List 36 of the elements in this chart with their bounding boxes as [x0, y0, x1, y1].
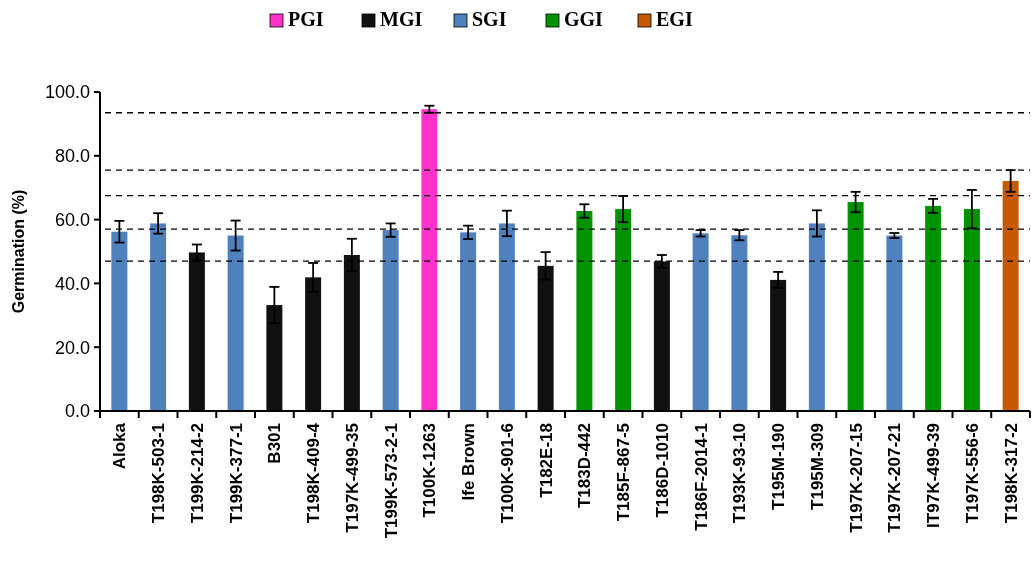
- x-tick-label: T199K-214-2: [187, 423, 207, 524]
- x-tick-label: Ife Brown: [459, 423, 479, 501]
- x-tick-label: B301: [265, 423, 285, 464]
- x-tick-label: T199K-377-1: [226, 423, 246, 524]
- x-tick-label: T197K-556-6: [962, 423, 982, 524]
- legend-label: PGI: [288, 8, 324, 30]
- x-tick-label: T195M-309: [807, 423, 827, 510]
- x-tick-label: T186F-2014-1: [691, 423, 711, 531]
- x-tick-label: T198K-317-2: [1001, 423, 1021, 524]
- x-tick-label: T183D-442: [575, 423, 595, 509]
- x-tick-label: T199K-573-2-1: [381, 423, 401, 539]
- y-tick-label: 60.0: [54, 209, 90, 230]
- x-tick-label: IT97K-499-39: [924, 423, 944, 528]
- x-tick-label: T198K-409-4: [304, 422, 324, 524]
- legend-label: GGI: [564, 8, 604, 30]
- x-tick-label: T198K-503-1: [149, 423, 169, 524]
- legend-label: SGI: [472, 8, 507, 30]
- x-tick-label: T182E-18: [536, 423, 556, 498]
- x-tick-label: T185F-867-5: [614, 423, 634, 522]
- legend-label: EGI: [656, 8, 693, 30]
- x-tick-label: T100K-1263: [420, 423, 440, 518]
- y-tick-label: 100.0: [44, 82, 90, 103]
- y-tick-label: 20.0: [54, 337, 90, 358]
- y-tick-label: 80.0: [54, 146, 90, 167]
- x-tick-label: Aloka: [110, 422, 130, 470]
- x-tick-label: T100K-901-6: [497, 423, 517, 524]
- x-tick-label: T197K-207-15: [846, 423, 866, 533]
- x-tick-label: T197K-499-35: [342, 423, 362, 533]
- y-axis-title: Germination (%): [10, 189, 27, 314]
- x-tick-label: T197K-207-21: [885, 423, 905, 533]
- legend-label: MGI: [380, 8, 423, 30]
- y-tick-label: 40.0: [54, 273, 90, 294]
- y-tick-label: 0.0: [64, 401, 90, 422]
- x-tick-label: T193K-93-10: [730, 423, 750, 524]
- x-tick-label: T186D-1010: [652, 423, 672, 518]
- x-tick-label: T195M-190: [769, 423, 789, 510]
